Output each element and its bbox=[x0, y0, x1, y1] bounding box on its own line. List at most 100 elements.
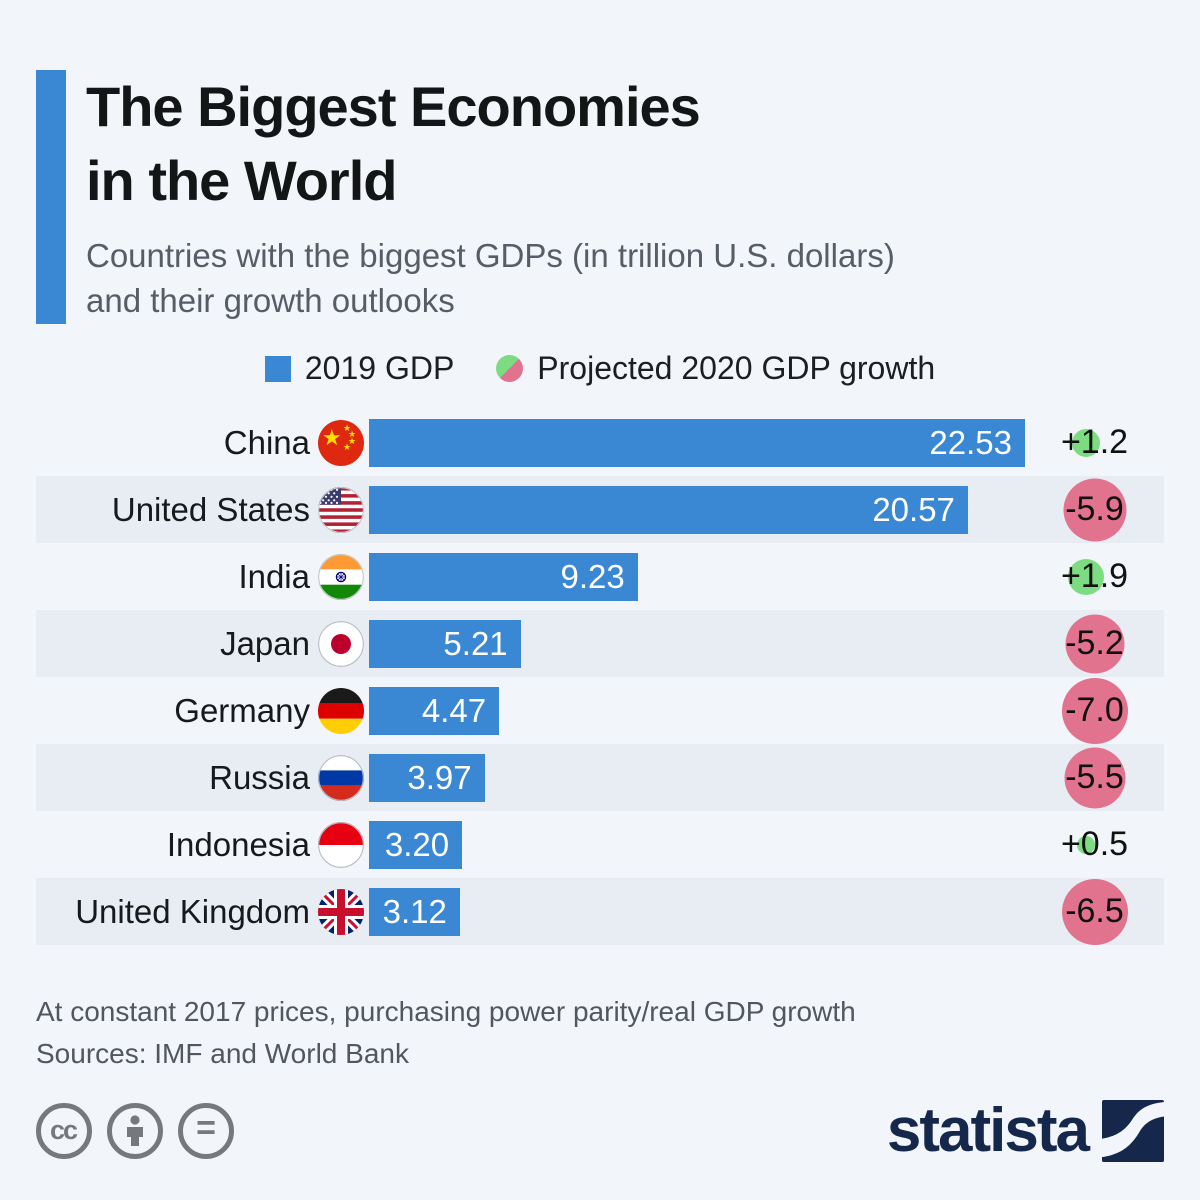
page-title: The Biggest Economies in the World bbox=[86, 70, 895, 219]
growth-cell: +1.9 bbox=[1025, 543, 1164, 610]
gdp-value: 5.21 bbox=[443, 624, 508, 662]
cc-license-group: cc = bbox=[36, 1102, 234, 1159]
chart-row-germany: Germany 4.47 -7.0 bbox=[36, 677, 1164, 744]
svg-text:★: ★ bbox=[322, 426, 342, 451]
gdp-bar: 3.97 bbox=[369, 753, 485, 802]
growth-value: +0.5 bbox=[1060, 825, 1129, 863]
growth-value: -6.5 bbox=[1065, 892, 1124, 930]
gdp-bar: 9.23 bbox=[369, 552, 638, 601]
legend-item-growth: Projected 2020 GDP growth bbox=[496, 350, 935, 387]
country-label: Russia bbox=[209, 758, 310, 796]
legend: 2019 GDP Projected 2020 GDP growth bbox=[36, 350, 1164, 387]
gdp-bar: 3.12 bbox=[369, 887, 460, 936]
growth-value: -5.5 bbox=[1065, 758, 1124, 796]
bottom-bar: cc = statista bbox=[36, 1095, 1164, 1166]
header: The Biggest Economies in the World Count… bbox=[36, 70, 1164, 324]
growth-value: -5.2 bbox=[1065, 624, 1124, 662]
gdp-bar: 20.57 bbox=[369, 485, 968, 534]
uk-flag-icon bbox=[318, 888, 364, 935]
japan-flag-icon bbox=[318, 620, 364, 667]
growth-value: +1.2 bbox=[1060, 423, 1129, 461]
growth-cell: -5.9 bbox=[1025, 476, 1164, 543]
cc-attribution-icon[interactable] bbox=[107, 1102, 163, 1159]
growth-circle bbox=[1061, 878, 1128, 945]
bar-track: 3.97 bbox=[369, 753, 1025, 802]
bar-track: 3.12 bbox=[369, 887, 1025, 936]
growth-circle bbox=[1071, 428, 1100, 457]
country-label: Indonesia bbox=[166, 825, 310, 863]
cc-license-icon[interactable]: cc bbox=[36, 1102, 92, 1159]
growth-swatch-icon bbox=[496, 355, 524, 382]
growth-cell: -5.5 bbox=[1025, 744, 1164, 811]
statista-wordmark: statista bbox=[886, 1096, 1090, 1165]
bar-track: 22.53 bbox=[369, 418, 1025, 467]
title-line1: The Biggest Economies bbox=[86, 75, 701, 138]
subtitle-line2: and their growth outlooks bbox=[86, 282, 455, 320]
svg-text:★: ★ bbox=[343, 424, 351, 434]
legend-gdp-label: 2019 GDP bbox=[304, 350, 455, 386]
chart-row-russia: Russia 3.97 -5.5 bbox=[36, 744, 1164, 811]
svg-text:★: ★ bbox=[348, 437, 356, 447]
growth-circle bbox=[1064, 747, 1125, 808]
title-line2: in the World bbox=[86, 149, 397, 213]
growth-circle bbox=[1067, 558, 1104, 595]
growth-value: -5.9 bbox=[1065, 490, 1124, 528]
growth-circle bbox=[1061, 677, 1128, 744]
india-flag-icon bbox=[318, 553, 364, 600]
country-label: United Kingdom bbox=[75, 892, 310, 930]
growth-cell: -6.5 bbox=[1025, 878, 1164, 945]
country-label: United States bbox=[111, 490, 310, 528]
legend-growth-label: Projected 2020 GDP growth bbox=[537, 350, 936, 386]
legend-item-gdp: 2019 GDP bbox=[264, 350, 455, 387]
bar-track: 5.21 bbox=[369, 619, 1025, 668]
statista-mark-icon bbox=[1102, 1099, 1164, 1162]
growth-value: +1.9 bbox=[1060, 557, 1129, 595]
page-subtitle: Countries with the biggest GDPs (in tril… bbox=[86, 233, 895, 324]
statista-logo[interactable]: statista bbox=[887, 1095, 1164, 1166]
footnotes: At constant 2017 prices, purchasing powe… bbox=[36, 991, 1164, 1075]
gdp-bar: 3.20 bbox=[369, 820, 463, 869]
chart-row-united-states: United States bbox=[36, 476, 1164, 543]
growth-value: -7.0 bbox=[1065, 691, 1124, 729]
chart-row-china: China ★ ★ ★ ★ ★ 22.53 +1.2 bbox=[36, 409, 1164, 476]
chart-row-united-kingdom: United Kingdom 3.12 -6.5 bbox=[36, 878, 1164, 945]
indonesia-flag-icon bbox=[318, 821, 364, 868]
gdp-value: 3.12 bbox=[382, 892, 447, 930]
chart-row-japan: Japan 5.21 -5.2 bbox=[36, 610, 1164, 677]
country-label: Germany bbox=[174, 691, 310, 729]
country-label: China bbox=[223, 423, 310, 461]
gdp-swatch-icon bbox=[264, 355, 291, 382]
gdp-value: 20.57 bbox=[872, 490, 955, 528]
chart-row-indonesia: Indonesia 3.20 +0.5 bbox=[36, 811, 1164, 878]
gdp-value: 3.20 bbox=[384, 825, 450, 863]
gdp-bar: 22.53 bbox=[369, 418, 1025, 467]
cc-nd-icon[interactable]: = bbox=[178, 1102, 234, 1159]
growth-circle bbox=[1076, 835, 1095, 854]
growth-cell: -5.2 bbox=[1025, 610, 1164, 677]
germany-flag-icon bbox=[318, 687, 364, 734]
bar-chart: China ★ ★ ★ ★ ★ 22.53 +1.2 bbox=[36, 409, 1164, 945]
bar-track: 4.47 bbox=[369, 686, 1025, 735]
footnote-sources: Sources: IMF and World Bank bbox=[36, 1038, 409, 1069]
subtitle-line1: Countries with the biggest GDPs (in tril… bbox=[86, 236, 895, 274]
bar-track: 20.57 bbox=[369, 485, 1025, 534]
growth-cell: +1.2 bbox=[1025, 409, 1164, 476]
growth-cell: +0.5 bbox=[1025, 811, 1164, 878]
country-label: Japan bbox=[220, 624, 310, 662]
header-text: The Biggest Economies in the World Count… bbox=[86, 70, 895, 324]
gdp-value: 22.53 bbox=[929, 423, 1012, 461]
gdp-value: 4.47 bbox=[421, 691, 487, 729]
russia-flag-icon bbox=[318, 754, 364, 801]
growth-circle bbox=[1063, 478, 1126, 541]
country-label: India bbox=[238, 557, 310, 595]
gdp-value: 9.23 bbox=[560, 557, 625, 595]
svg-text:★: ★ bbox=[348, 430, 356, 440]
china-flag-icon: ★ ★ ★ ★ ★ bbox=[318, 419, 364, 466]
gdp-value: 3.97 bbox=[407, 758, 472, 796]
title-accent-bar bbox=[36, 70, 66, 324]
gdp-bar: 4.47 bbox=[369, 686, 500, 735]
bar-track: 9.23 bbox=[369, 552, 1025, 601]
chart-row-india: India 9.23 bbox=[36, 543, 1164, 610]
growth-cell: -7.0 bbox=[1025, 677, 1164, 744]
